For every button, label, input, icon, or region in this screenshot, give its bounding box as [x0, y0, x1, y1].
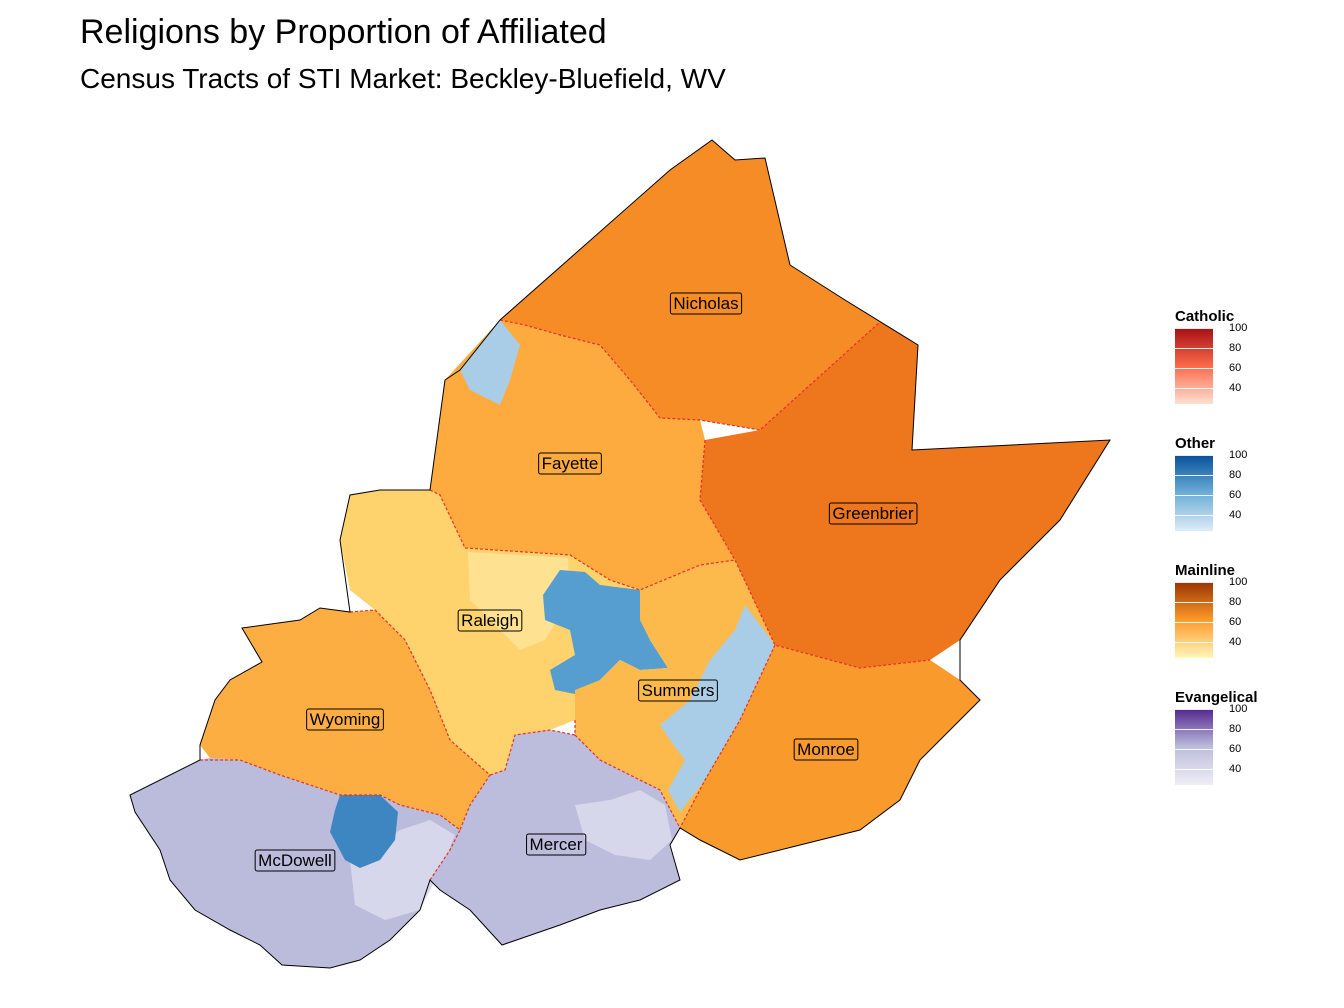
county-label-box: [306, 708, 384, 731]
county-label-raleigh: Raleigh: [457, 609, 523, 632]
legend-tick-label: 100: [1229, 703, 1248, 715]
county-label-box: [457, 609, 523, 632]
legend-bar-mainline: [1175, 582, 1213, 658]
county-mercer: [430, 730, 680, 945]
county-label-text: Mercer: [530, 835, 583, 854]
legend-tick-label: 60: [1229, 616, 1242, 628]
county-label-text: Raleigh: [461, 611, 519, 630]
legend-evangelical: Evangelical 100 80 60 40: [1175, 689, 1335, 785]
county-label-box: [526, 833, 587, 856]
county-label-mercer: Mercer: [526, 833, 587, 856]
county-label-fayette: Fayette: [538, 452, 602, 475]
legend-tick-label: 100: [1229, 449, 1248, 461]
legend-tick-label: 40: [1229, 763, 1242, 775]
county-label-monroe: Monroe: [793, 738, 859, 761]
legend-bar-other: [1175, 455, 1213, 531]
county-label-text: Summers: [642, 681, 715, 700]
legend-tick-label: 40: [1229, 509, 1242, 521]
legend-tick-label: 100: [1229, 322, 1248, 334]
legend-bar-evangelical: [1175, 709, 1213, 785]
county-greenbrier: [700, 322, 1110, 668]
county-label-box: [638, 679, 718, 702]
legend-tick-label: 60: [1229, 743, 1242, 755]
county-boundaries: [200, 319, 931, 881]
county-summers: [575, 560, 775, 828]
county-label-box: [669, 292, 743, 315]
county-monroe: [680, 645, 980, 860]
county-label-nicholas: Nicholas: [669, 292, 743, 315]
legend-tick-label: 100: [1229, 576, 1248, 588]
market-outline: [129, 139, 1111, 969]
legend-tick-label: 40: [1229, 382, 1242, 394]
map-title: Religions by Proportion of Affiliated: [80, 13, 607, 51]
tract-mercer-light: [575, 790, 672, 860]
legend-tick-label: 80: [1229, 342, 1242, 354]
legend-tick-label: 40: [1229, 636, 1242, 648]
legend-title-other: Other: [1175, 435, 1216, 452]
legend-title-mainline: Mainline: [1175, 562, 1236, 579]
legend-catholic: Catholic 100 80 60 40: [1175, 308, 1335, 404]
county-label-box: [793, 738, 859, 761]
tract-other-fayette: [460, 320, 520, 405]
county-label-text: Fayette: [542, 454, 599, 473]
tract-mcdowell-light: [350, 820, 455, 920]
county-wyoming: [200, 608, 490, 830]
county-label-text: Nicholas: [673, 294, 738, 313]
county-label-mcdowell: McDowell: [254, 849, 336, 872]
county-label-box: [828, 502, 918, 525]
county-nicholas: [500, 140, 880, 430]
tract-other-mcdowell: [330, 795, 398, 868]
legend-title-evangelical: Evangelical: [1175, 689, 1258, 706]
legend-mainline: Mainline 100 80 60 40: [1175, 562, 1335, 658]
legend-tick-label: 60: [1229, 489, 1242, 501]
legend-tick-label: 80: [1229, 723, 1242, 735]
legend-tick-label: 80: [1229, 469, 1242, 481]
county-label-summers: Summers: [638, 679, 718, 702]
county-label-wyoming: Wyoming: [306, 708, 384, 731]
county-label-box: [254, 849, 336, 872]
county-label-greenbrier: Greenbrier: [828, 502, 918, 525]
tract-raleigh-core: [468, 552, 570, 650]
legend-title-catholic: Catholic: [1175, 308, 1235, 325]
tract-other-summers: [660, 605, 775, 812]
legend-bar-catholic: [1175, 328, 1213, 404]
tract-other-beckley: [543, 570, 668, 695]
legend-tick-label: 60: [1229, 362, 1242, 374]
legend-tick-label: 80: [1229, 596, 1242, 608]
county-label-text: Greenbrier: [832, 504, 914, 523]
county-label-text: Wyoming: [310, 710, 381, 729]
county-label-text: McDowell: [258, 851, 332, 870]
legend-other: Other 100 80 60 40: [1175, 435, 1335, 531]
county-label-box: [538, 452, 602, 475]
map-subtitle: Census Tracts of STI Market: Beckley-Blu…: [80, 63, 726, 94]
county-label-text: Monroe: [797, 740, 855, 759]
